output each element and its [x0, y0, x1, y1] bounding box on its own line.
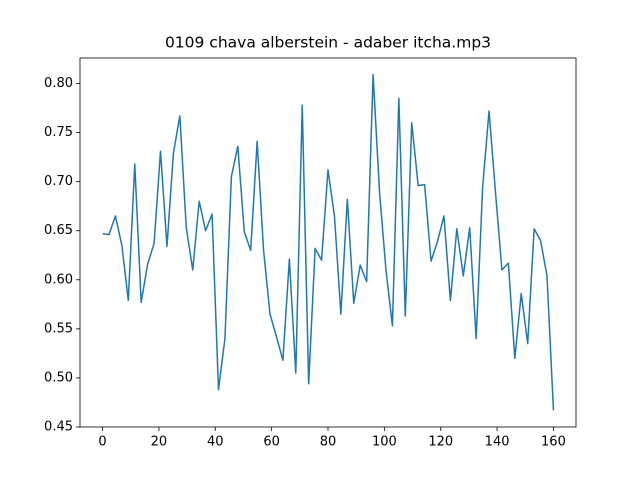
y-tick-label: 0.70 [44, 174, 73, 189]
x-tick-label: 0 [98, 435, 106, 450]
x-tick-label: 120 [428, 435, 453, 450]
y-tick-label: 0.60 [44, 272, 73, 287]
plot-frame [79, 57, 577, 428]
x-tick-label: 80 [320, 435, 337, 450]
y-tick-label: 0.65 [44, 223, 73, 238]
chart-title: 0109 chava alberstein - adaber itcha.mp3 [165, 34, 491, 52]
y-tick-label: 0.55 [44, 321, 73, 336]
x-tick-label: 20 [151, 435, 168, 450]
y-tick-label: 0.50 [44, 370, 73, 385]
x-tick-label: 140 [485, 435, 510, 450]
x-tick-label: 60 [263, 435, 280, 450]
y-tick-label: 0.45 [44, 420, 73, 435]
x-tick-label: 40 [207, 435, 224, 450]
line-series [102, 73, 555, 411]
y-tick-label: 0.80 [44, 76, 73, 91]
x-tick-label: 100 [372, 435, 397, 450]
x-tick-label: 160 [541, 435, 566, 450]
y-tick-label: 0.75 [44, 125, 73, 140]
